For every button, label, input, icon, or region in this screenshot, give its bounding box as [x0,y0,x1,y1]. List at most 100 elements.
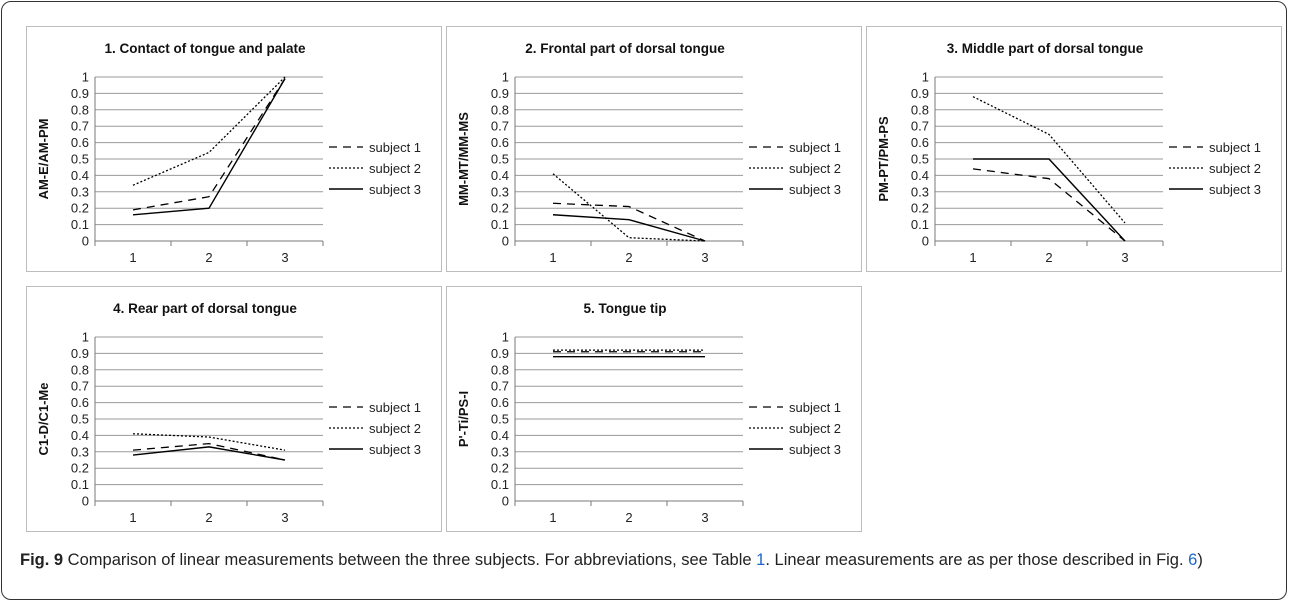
y-tick-label: 0.8 [911,102,929,117]
legend-label-2: subject 2 [789,421,841,436]
chart-title: 4. Rear part of dorsal tongue [113,301,297,316]
chart-title: 5. Tongue tip [584,301,667,316]
caption-text-3: ) [1197,551,1203,569]
legend-label-1: subject 1 [369,140,421,155]
x-tick-label: 2 [205,250,212,265]
y-tick-label: 0.3 [491,184,509,199]
y-tick-label: 0.6 [491,135,509,150]
y-tick-label: 0.3 [911,184,929,199]
legend-label-2: subject 2 [369,161,421,176]
y-tick-label: 0.6 [911,135,929,150]
chart-title: 1. Contact of tongue and palate [104,41,306,56]
x-tick-label: 2 [205,510,212,525]
chart-title: 3. Middle part of dorsal tongue [947,41,1144,56]
x-tick-label: 3 [281,250,288,265]
x-tick-label: 1 [129,510,136,525]
caption-text-1: Comparison of linear measurements betwee… [63,551,757,569]
x-tick-label: 3 [701,510,708,525]
y-tick-label: 0.1 [911,217,929,232]
series-line-1 [132,78,286,211]
x-tick-label: 2 [1045,250,1052,265]
series-line-3 [132,446,286,461]
series-line-3 [132,78,286,216]
legend-label-3: subject 3 [369,182,421,197]
y-tick-label: 0.6 [71,395,89,410]
y-tick-label: 0.4 [491,428,509,443]
y-tick-label: 0.9 [71,346,89,361]
y-tick-label: 0.7 [911,119,929,134]
y-tick-label: 0.7 [71,119,89,134]
y-tick-label: 0.2 [71,461,89,476]
y-tick-label: 0.9 [71,86,89,101]
y-tick-label: 1 [82,70,89,85]
y-tick-label: 0.6 [71,135,89,150]
series-line-1 [972,168,1126,242]
y-tick-label: 0.8 [71,102,89,117]
y-tick-label: 0.9 [911,86,929,101]
figure-caption: Fig. 9 Comparison of linear measurements… [20,548,1270,572]
series-line-1 [132,442,286,461]
series-line-3 [973,158,1126,242]
x-tick-label: 2 [625,250,632,265]
y-tick-label: 0.2 [911,201,929,216]
legend-label-1: subject 1 [789,140,841,155]
y-tick-label: 0 [502,234,509,249]
caption-text-2: . Linear measurements are as per those d… [765,551,1189,569]
y-tick-label: 0.1 [491,477,509,492]
y-tick-label: 0.2 [491,461,509,476]
y-tick-label: 0.5 [491,152,509,167]
x-tick-label: 1 [129,250,136,265]
y-tick-label: 0.8 [71,362,89,377]
caption-fig-link[interactable]: 6 [1188,551,1198,569]
y-tick-label: 0.5 [911,152,929,167]
chart-4-svg: 4. Rear part of dorsal tongue00.10.20.30… [36,301,421,525]
chart-panel-3: 3. Middle part of dorsal tongue 0 0.1 0.2 0.… [866,26,1282,272]
chart-panel-1: 1. Contact of tongue and palate 0 0.1 0.2 0.… [26,26,442,272]
series-line-3 [552,214,706,242]
y-tick-label: 0.4 [71,428,89,443]
caption-table-link[interactable]: 1 [756,551,766,569]
y-tick-label: 1 [502,70,509,85]
x-tick-label: 2 [625,510,632,525]
series-line-2 [552,173,706,242]
y-axis-label: P'-Ti/PS-I [456,391,471,447]
y-tick-label: 0.1 [491,217,509,232]
y-axis-label: PM-PT/PM-PS [876,116,891,202]
legend-label-1: subject 1 [789,400,841,415]
y-tick-label: 0.3 [71,184,89,199]
y-tick-label: 0.2 [491,201,509,216]
x-tick-label: 1 [549,510,556,525]
y-tick-label: 0.8 [491,362,509,377]
legend-label-2: subject 2 [369,421,421,436]
y-tick-label: 0.9 [491,86,509,101]
y-tick-label: 0.4 [491,168,509,183]
legend-label-2: subject 2 [789,161,841,176]
x-tick-label: 3 [1121,250,1128,265]
y-axis-label: AM-E/AM-PM [36,119,51,200]
y-tick-label: 0.9 [491,346,509,361]
y-tick-label: 0.2 [71,201,89,216]
y-tick-label: 0.7 [491,119,509,134]
y-axis-label: C1-D/C1-Me [36,383,51,456]
chart-panel-2: 2. Frontal part of dorsal tongue 0 0.1 0.2 0… [446,26,862,272]
chart-1-svg: 1. Contact of tongue and palate 0 0.10.2 0.… [36,41,421,265]
chart-panel-5: 5. Tongue tip 0 0.1 0.2 0.3 0.4 0.5 0.6 0.7 0.8 0.… [446,286,862,532]
y-tick-label: 0.7 [491,379,509,394]
series-line-1 [552,202,706,242]
y-tick-label: 0 [502,494,509,509]
y-tick-label: 0 [922,234,929,249]
legend-label-2: subject 2 [1209,161,1261,176]
y-tick-label: 0.1 [71,477,89,492]
legend-label-3: subject 3 [369,442,421,457]
legend-label-1: subject 1 [1209,140,1261,155]
chart-3-svg: 3. Middle part of dorsal tongue 0 0.10.2 0.… [876,41,1261,265]
x-tick-label: 3 [701,250,708,265]
chart-2-svg: 2. Frontal part of dorsal tongue 0 0.10.2 0… [456,41,841,265]
y-tick-label: 0 [82,234,89,249]
legend-label-3: subject 3 [1209,182,1261,197]
x-tick-label: 1 [969,250,976,265]
y-tick-label: 0 [82,494,89,509]
chart-5-svg: 5. Tongue tip 0 0.10.2 0.30.40.5 0.60.7 0.80.… [456,301,841,525]
y-tick-label: 0.8 [491,102,509,117]
legend-label-3: subject 3 [789,182,841,197]
